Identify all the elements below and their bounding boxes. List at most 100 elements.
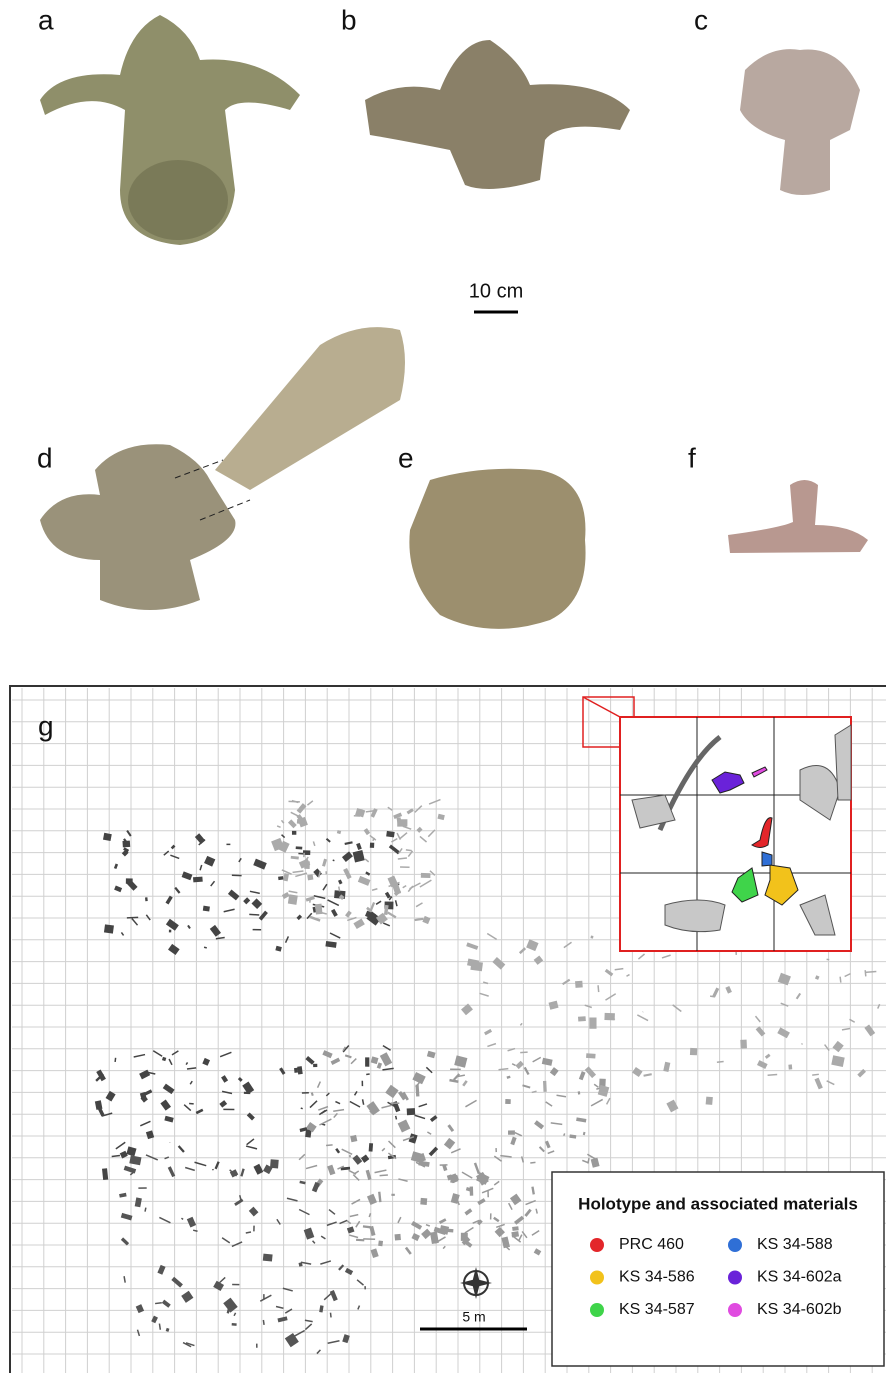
- fossil: [249, 914, 259, 915]
- legend-label: KS 34-586: [619, 1269, 695, 1286]
- fossil: [604, 1013, 615, 1021]
- fossil: [421, 873, 431, 878]
- fossil: [296, 846, 303, 849]
- legend-label: KS 34-587: [619, 1301, 695, 1318]
- fossil: [590, 936, 593, 939]
- panel-label: c: [694, 4, 708, 35]
- fossil: [717, 1062, 724, 1063]
- fossil: [812, 1074, 819, 1075]
- fossil: [420, 1198, 427, 1205]
- fossil: [297, 819, 301, 824]
- map-scale-label: 5 m: [462, 1309, 485, 1325]
- fossil: [380, 1175, 388, 1176]
- fossil: [127, 917, 138, 918]
- legend-swatch: [728, 1238, 742, 1252]
- fossil: [301, 1108, 303, 1109]
- inset: [620, 717, 851, 951]
- fossil: [246, 1232, 251, 1233]
- fossil: [244, 1092, 251, 1094]
- bone-c: [740, 49, 860, 195]
- fossil: [740, 1040, 747, 1049]
- fossil: [330, 1313, 331, 1318]
- panel-label: g: [38, 710, 54, 741]
- legend: Holotype and associated materials PRC 46…: [552, 1172, 884, 1366]
- fossil: [768, 1074, 778, 1075]
- bone-d: [40, 327, 405, 610]
- fossil: [365, 1057, 369, 1066]
- fossil: [398, 858, 407, 859]
- panel-label: e: [398, 442, 414, 473]
- fossil: [169, 930, 171, 933]
- panel-label: f: [688, 442, 696, 473]
- fossil: [511, 1231, 519, 1237]
- fossil: [840, 977, 841, 983]
- fossil: [307, 874, 313, 880]
- bone-b: [365, 40, 630, 189]
- fossil: [270, 1159, 279, 1168]
- fossil: [706, 1097, 713, 1105]
- legend-title: Holotype and associated materials: [578, 1194, 858, 1213]
- fossil: [193, 877, 203, 883]
- fossil: [292, 831, 296, 835]
- fossil: [203, 906, 210, 912]
- fossil: [407, 1108, 416, 1115]
- fossil: [564, 1133, 565, 1135]
- legend-label: KS 34-588: [757, 1236, 833, 1253]
- fossil: [103, 833, 112, 841]
- fossil: [370, 843, 374, 848]
- fossil: [578, 1091, 581, 1094]
- fossil: [181, 1218, 183, 1219]
- figure: 10 cm g 5 m Holotype and associated mate…: [0, 0, 886, 1373]
- legend-swatch: [590, 1271, 604, 1285]
- fossil: [145, 1208, 146, 1212]
- fossil: [294, 1068, 298, 1073]
- fossil: [122, 841, 130, 848]
- fossil: [378, 1240, 383, 1246]
- fossil: [391, 1194, 394, 1196]
- fossil: [263, 1320, 264, 1325]
- fossil: [450, 1179, 455, 1183]
- fossil: [326, 1145, 333, 1146]
- fossil: [315, 904, 323, 915]
- fossil: [333, 860, 335, 861]
- fossil: [543, 1081, 547, 1092]
- fossil: [406, 850, 412, 851]
- fossil: [369, 1143, 373, 1152]
- fossil: [530, 1162, 535, 1163]
- fossil: [439, 1225, 449, 1235]
- panel-label: b: [341, 4, 357, 35]
- legend-swatch: [728, 1303, 742, 1317]
- fossil: [313, 1064, 317, 1067]
- fossil: [865, 970, 866, 976]
- fossil: [386, 831, 395, 838]
- bone-a: [40, 15, 300, 245]
- fossil: [578, 1016, 586, 1021]
- fossil: [298, 854, 308, 855]
- legend-swatch: [590, 1238, 604, 1252]
- fossil: [232, 1323, 237, 1326]
- bone-e: [409, 469, 585, 629]
- fossil: [520, 1052, 527, 1053]
- legend-label: KS 34-602a: [757, 1269, 842, 1286]
- specimen: [762, 852, 772, 866]
- fossil: [508, 1130, 515, 1134]
- fossil: [204, 947, 207, 948]
- panel-label: d: [37, 442, 53, 473]
- fossil: [396, 1116, 397, 1120]
- fossil: [586, 1053, 596, 1058]
- fossil: [159, 1324, 160, 1330]
- panel-label: a: [38, 4, 54, 35]
- fossil: [155, 1303, 162, 1304]
- fossil: [278, 876, 283, 880]
- legend-label: PRC 460: [619, 1236, 684, 1253]
- fossil: [304, 861, 310, 869]
- fossil: [104, 924, 114, 933]
- fossil: [690, 1048, 697, 1055]
- fossil: [145, 897, 148, 901]
- fossil: [263, 1254, 273, 1262]
- legend-swatch: [728, 1271, 742, 1285]
- fossil: [395, 1234, 401, 1241]
- fossil: [339, 887, 340, 892]
- bone-f: [728, 480, 868, 553]
- legend-label: KS 34-602b: [757, 1301, 842, 1318]
